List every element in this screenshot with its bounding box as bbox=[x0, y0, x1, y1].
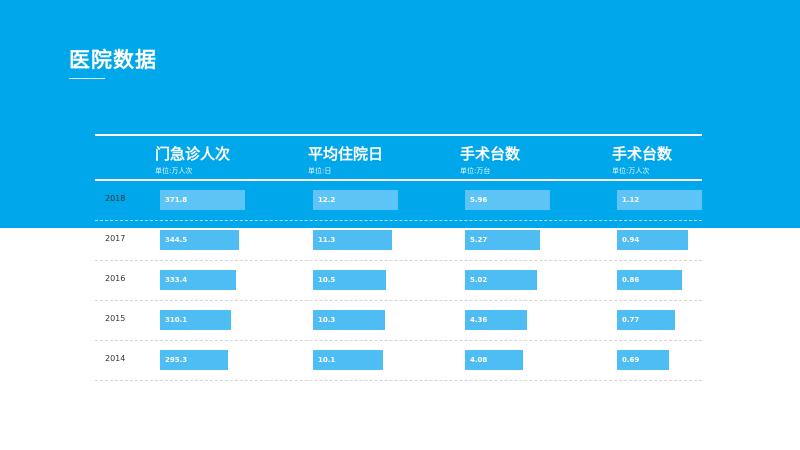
bar-value-label: 12.2 bbox=[318, 196, 336, 204]
bar-value-label: 4.36 bbox=[470, 316, 488, 324]
row-divider bbox=[95, 220, 702, 221]
bar: 295.3 bbox=[160, 350, 228, 370]
bar-value-label: 0.86 bbox=[622, 276, 640, 284]
bar: 333.4 bbox=[160, 270, 236, 290]
row-divider bbox=[95, 340, 702, 341]
bar-value-label: 5.27 bbox=[470, 236, 488, 244]
bar-value-label: 333.4 bbox=[165, 276, 188, 284]
bar: 0.69 bbox=[617, 350, 669, 370]
bar-value-label: 11.3 bbox=[318, 236, 336, 244]
bar-value-label: 4.08 bbox=[470, 356, 488, 364]
column-header-name: 手术台数 bbox=[460, 145, 521, 163]
bar: 10.1 bbox=[313, 350, 383, 370]
column-header: 手术台数单位:万人次 bbox=[612, 143, 672, 176]
bar: 11.3 bbox=[313, 230, 392, 250]
bar-value-label: 344.5 bbox=[165, 236, 188, 244]
column-header-name: 平均住院日 bbox=[308, 145, 384, 163]
bar-value-label: 295.3 bbox=[165, 356, 188, 364]
bar: 5.27 bbox=[465, 230, 540, 250]
bar-value-label: 0.77 bbox=[622, 316, 640, 324]
bar: 4.08 bbox=[465, 350, 523, 370]
year-label: 2017 bbox=[105, 234, 126, 243]
bar: 1.12 bbox=[617, 190, 702, 210]
column-header: 平均住院日单位:日 bbox=[308, 143, 383, 176]
column-header-unit: 单位:日 bbox=[308, 167, 332, 175]
column-header-unit: 单位:万人次 bbox=[612, 167, 650, 175]
bar: 5.02 bbox=[465, 270, 537, 290]
column-header-unit: 单位:万人次 bbox=[155, 167, 193, 175]
bar: 0.86 bbox=[617, 270, 682, 290]
bar-value-label: 1.12 bbox=[622, 196, 640, 204]
row-divider bbox=[95, 300, 702, 301]
bar: 12.2 bbox=[313, 190, 398, 210]
bar-value-label: 5.02 bbox=[470, 276, 488, 284]
column-header-name: 门急诊人次 bbox=[155, 145, 231, 163]
column-header-unit: 单位:万台 bbox=[460, 167, 491, 175]
bar: 4.36 bbox=[465, 310, 527, 330]
bar-value-label: 10.3 bbox=[318, 316, 336, 324]
table-header-rule bbox=[95, 179, 702, 181]
row-divider bbox=[95, 260, 702, 261]
bar-value-label: 5.96 bbox=[470, 196, 488, 204]
row-divider bbox=[95, 380, 702, 381]
bar-value-label: 0.94 bbox=[622, 236, 640, 244]
year-label: 2015 bbox=[105, 314, 126, 323]
bar-value-label: 0.69 bbox=[622, 356, 640, 364]
column-header: 门急诊人次单位:万人次 bbox=[155, 143, 230, 176]
bar-value-label: 371.8 bbox=[165, 196, 188, 204]
bar-value-label: 310.1 bbox=[165, 316, 188, 324]
bar: 310.1 bbox=[160, 310, 231, 330]
column-header-name: 手术台数 bbox=[612, 145, 673, 163]
bar: 10.5 bbox=[313, 270, 386, 290]
title-underline bbox=[69, 78, 105, 79]
bar: 0.77 bbox=[617, 310, 675, 330]
year-label: 2018 bbox=[105, 194, 126, 203]
bar: 344.5 bbox=[160, 230, 239, 250]
page-title: 医院数据 bbox=[69, 48, 157, 72]
bar: 10.3 bbox=[313, 310, 385, 330]
year-label: 2014 bbox=[105, 354, 126, 363]
column-header: 手术台数单位:万台 bbox=[460, 143, 520, 176]
year-label: 2016 bbox=[105, 274, 126, 283]
table-top-rule bbox=[95, 134, 702, 136]
bar: 5.96 bbox=[465, 190, 550, 210]
bar: 0.94 bbox=[617, 230, 688, 250]
bar-value-label: 10.5 bbox=[318, 276, 336, 284]
bar: 371.8 bbox=[160, 190, 245, 210]
bar-value-label: 10.1 bbox=[318, 356, 336, 364]
